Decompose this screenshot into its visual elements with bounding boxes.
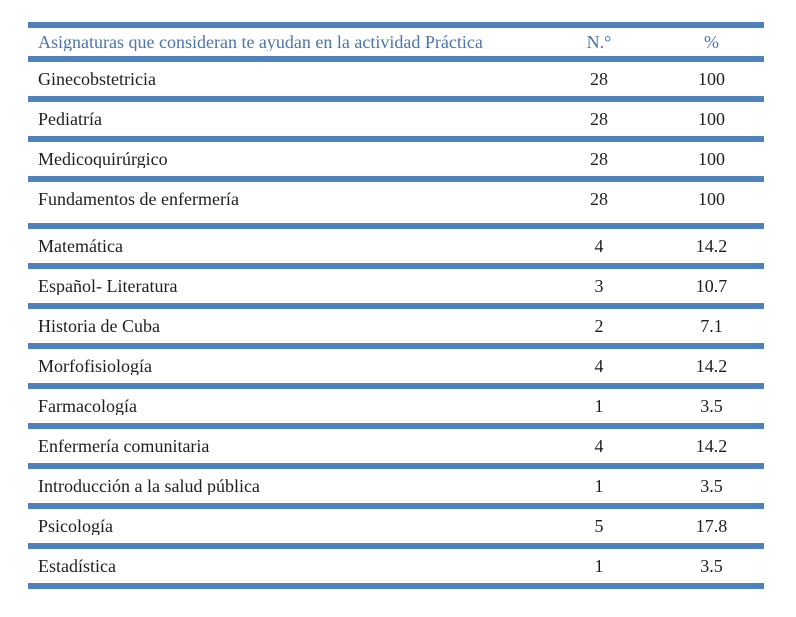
table-row: Pediatría 28 100 <box>28 102 764 136</box>
n-cell: 28 <box>590 189 608 209</box>
table-row: Introducción a la salud pública 1 3.5 <box>28 469 764 503</box>
pct-cell: 3.5 <box>700 476 723 496</box>
pct-cell: 3.5 <box>700 396 723 416</box>
pct-cell: 100 <box>698 149 725 169</box>
subject-cell: Introducción a la salud pública <box>38 477 260 495</box>
table-row: Psicología 5 17.8 <box>28 509 764 543</box>
row-separator-bar <box>28 423 764 429</box>
n-cell: 4 <box>594 356 604 376</box>
n-cell: 28 <box>590 109 608 129</box>
n-cell: 4 <box>594 236 604 256</box>
n-cell: 4 <box>594 436 604 456</box>
n-cell: 1 <box>594 556 604 576</box>
table-row: Estadística 1 3.5 <box>28 549 764 583</box>
subject-cell: Estadística <box>38 557 116 575</box>
n-cell: 2 <box>594 316 604 336</box>
row-separator-bar <box>28 176 764 182</box>
pct-cell: 100 <box>698 189 725 209</box>
subject-cell: Matemática <box>38 237 123 255</box>
table-row: Matemática 4 14.2 <box>28 229 764 263</box>
subject-cell: Historia de Cuba <box>38 317 160 335</box>
table-row: Morfofisiología 4 14.2 <box>28 349 764 383</box>
n-cell: 5 <box>594 516 604 536</box>
pct-cell: 14.2 <box>695 436 728 456</box>
pct-cell: 3.5 <box>700 556 723 576</box>
pct-cell: 14.2 <box>695 356 728 376</box>
header-n: N.° <box>586 32 612 52</box>
pct-cell: 10.7 <box>695 276 728 296</box>
row-separator-bar <box>28 96 764 102</box>
row-separator-bar <box>28 263 764 269</box>
header-bottom-border <box>28 56 764 62</box>
pct-cell: 7.1 <box>700 316 723 336</box>
subject-cell: Español- Literatura <box>38 277 178 295</box>
subject-cell: Enfermería comunitaria <box>38 437 210 455</box>
pct-cell: 100 <box>698 69 725 89</box>
row-separator-bar <box>28 383 764 389</box>
subjects-table: Asignaturas que consideran te ayudan en … <box>28 22 764 589</box>
table-row: Farmacología 1 3.5 <box>28 389 764 423</box>
row-separator-bar <box>28 223 764 229</box>
subject-cell: Psicología <box>38 517 113 535</box>
table-row: Medicoquirúrgico 28 100 <box>28 142 764 176</box>
table-row: Español- Literatura 3 10.7 <box>28 269 764 303</box>
table-row: Historia de Cuba 2 7.1 <box>28 309 764 343</box>
n-cell: 3 <box>594 276 604 296</box>
row-separator-bar <box>28 303 764 309</box>
n-cell: 28 <box>590 69 608 89</box>
table-row: Fundamentos de enfermería 28 100 <box>28 182 764 223</box>
row-separator-bar <box>28 503 764 509</box>
n-cell: 28 <box>590 149 608 169</box>
pct-cell: 100 <box>698 109 725 129</box>
subject-cell: Ginecobstetricia <box>38 70 156 88</box>
table-row: Ginecobstetricia 28 100 <box>28 62 764 96</box>
subject-cell: Farmacología <box>38 397 137 415</box>
subject-cell: Fundamentos de enfermería <box>38 190 239 208</box>
row-separator-bar <box>28 543 764 549</box>
row-separator-bar <box>28 343 764 349</box>
table-body: Ginecobstetricia 28 100 Pediatría 28 100… <box>28 62 764 589</box>
row-separator-bar <box>28 136 764 142</box>
subject-cell: Pediatría <box>38 110 102 128</box>
table-top-border <box>28 22 764 28</box>
table-row: Enfermería comunitaria 4 14.2 <box>28 429 764 463</box>
pct-cell: 17.8 <box>695 516 728 536</box>
row-separator-bar <box>28 463 764 469</box>
row-separator-bar <box>28 583 764 589</box>
n-cell: 1 <box>594 396 604 416</box>
header-subject: Asignaturas que consideran te ayudan en … <box>38 33 483 51</box>
subject-cell: Medicoquirúrgico <box>38 150 168 168</box>
pct-cell: 14.2 <box>695 236 728 256</box>
header-pct: % <box>704 32 719 52</box>
table-header-row: Asignaturas que consideran te ayudan en … <box>28 28 764 56</box>
subject-cell: Morfofisiología <box>38 357 152 375</box>
n-cell: 1 <box>594 476 604 496</box>
